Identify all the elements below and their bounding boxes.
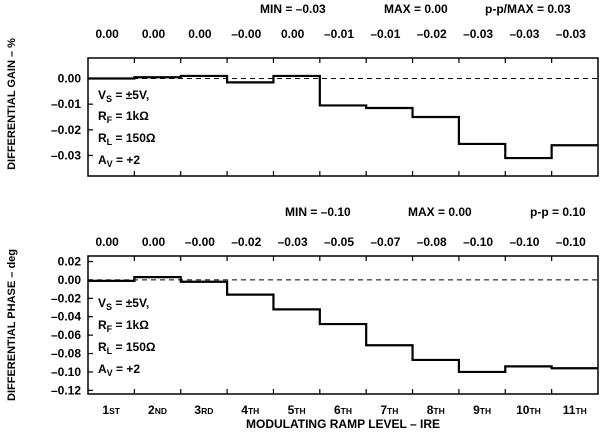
gain-stat-pp: p-p/MAX = 0.03 [485,2,571,16]
phase-data-label: –0.10 [556,235,586,249]
phase-chart: DIFFERENTIAL PHASE – deg MIN = –0.10 MAX… [6,205,599,431]
gain-stat-max: MAX = 0.00 [384,2,448,16]
gain-data-label: –0.03 [463,27,493,41]
gain-cond-rf: RF = 1kΩ [98,109,149,125]
phase-cond-rf: RF = 1kΩ [98,318,149,334]
phase-cond-rl: RL = 150Ω [98,340,156,356]
x-category-label: 1ST [102,403,120,417]
gain-data-label: 0.00 [281,27,305,41]
x-category-label: 9TH [473,403,491,417]
phase-cond-vs: VS = ±5V, [98,296,149,312]
gain-data-label: –0.01 [324,27,354,41]
phase-y-ticks: 0.02 0.00 –0.02 –0.04 –0.06 –0.08 –0.10 –0.12 [51,255,93,397]
phase-y-axis-label: DIFFERENTIAL PHASE – deg [6,249,18,401]
x-category-label: 11TH [563,403,587,417]
phase-y-tick-label: 0.00 [58,273,82,287]
phase-stat-min: MIN = –0.10 [285,205,351,219]
gain-data-label: –0.00 [231,27,261,41]
gain-data-label: 0.00 [96,27,120,41]
phase-y-tick-label: –0.10 [51,365,81,379]
gain-y-ticks: 0.00 –0.01 –0.02 –0.03 [51,72,93,162]
gain-y-tick-label: 0.00 [58,72,82,86]
phase-data-label: 0.00 [96,235,120,249]
phase-conditions: VS = ±5V, RF = 1kΩ RL = 150Ω AV = +2 [98,296,156,378]
gain-cond-vs: VS = ±5V, [98,88,149,104]
gain-data-labels: 0.00 0.00 0.00 –0.00 0.00 –0.01 –0.01 –0.02 –0.0… [96,27,587,41]
phase-data-label: –0.10 [509,235,539,249]
phase-x-category-labels: 1ST 2ND 3RD 4TH 5TH 6TH 7TH 8TH 9TH 10TH 11TH [102,403,586,417]
gain-y-tick-label: –0.01 [51,97,81,111]
gain-y-axis-label: DIFFERENTIAL GAIN – % [6,38,18,170]
phase-y-tick-label: –0.04 [51,310,81,324]
phase-y-tick-label: –0.08 [51,347,81,361]
gain-step-series [88,74,598,160]
phase-data-label: –0.03 [278,235,308,249]
phase-y-tick-label: 0.02 [58,255,82,269]
phase-data-label: –0.08 [417,235,447,249]
x-category-label: 3RD [194,403,213,417]
gain-data-label: –0.01 [370,27,400,41]
phase-stat-max: MAX = 0.00 [408,205,472,219]
phase-data-label: 0.00 [142,235,166,249]
phase-y-tick-label: –0.12 [51,383,81,397]
phase-data-label: –0.07 [370,235,400,249]
gain-x-ticks [133,58,553,176]
phase-y-tick-label: –0.02 [51,291,81,305]
gain-plot-frame [87,57,599,177]
x-category-label: 8TH [427,403,445,417]
gain-data-label: –0.03 [509,27,539,41]
gain-chart: DIFFERENTIAL GAIN – % MIN = –0.03 MAX = … [6,2,599,177]
x-category-label: 7TH [380,403,398,417]
gain-cond-av: AV = +2 [98,153,140,169]
phase-stat-pp: p-p = 0.10 [530,205,586,219]
gain-data-label: –0.03 [556,27,586,41]
gain-cond-rl: RL = 150Ω [98,131,156,147]
x-category-label: 5TH [288,403,306,417]
gain-stat-min: MIN = –0.03 [260,2,326,16]
phase-data-label: –0.00 [185,235,215,249]
x-axis-title: MODULATING RAMP LEVEL – IRE [246,417,440,431]
x-category-label: 6TH [334,403,352,417]
phase-data-labels: 0.00 0.00 –0.00 –0.02 –0.03 –0.05 –0.07 –0.08 –0… [96,235,587,249]
gain-y-tick-label: –0.02 [51,123,81,137]
phase-data-label: –0.10 [463,235,493,249]
phase-data-label: –0.05 [324,235,354,249]
phase-cond-av: AV = +2 [98,362,140,378]
phase-data-label: –0.02 [231,235,261,249]
gain-data-label: 0.00 [142,27,166,41]
gain-data-label: 0.00 [188,27,212,41]
phase-y-tick-label: –0.06 [51,328,81,342]
phase-step-series [88,276,598,374]
x-category-label: 10TH [516,403,541,417]
phase-plot-frame [87,255,599,395]
phase-x-ticks [133,256,553,394]
x-category-label: 4TH [241,403,259,417]
gain-conditions: VS = ±5V, RF = 1kΩ RL = 150Ω AV = +2 [98,88,156,169]
gain-y-tick-label: –0.03 [51,148,81,162]
gain-data-label: –0.02 [417,27,447,41]
x-category-label: 2ND [148,403,167,417]
